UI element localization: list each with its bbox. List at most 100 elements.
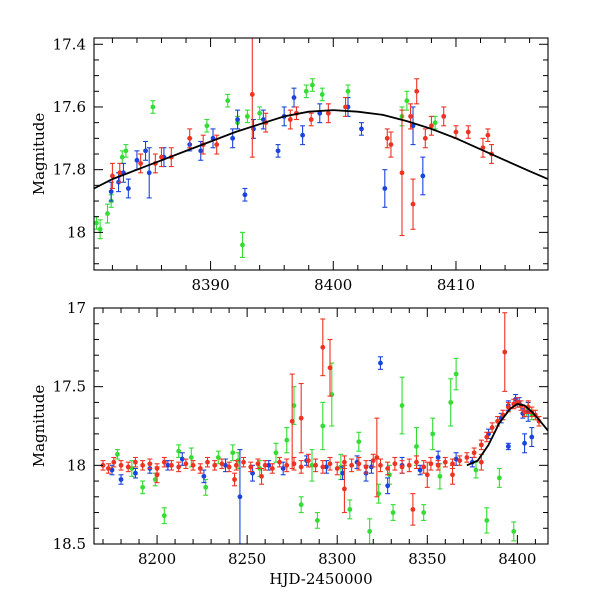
bottom-y-tick-label: 17.5 bbox=[53, 378, 86, 396]
bottom-green-point bbox=[298, 496, 304, 514]
bottom-blue-marker bbox=[505, 444, 511, 449]
bottom-red-point bbox=[413, 455, 419, 470]
bottom-red-point bbox=[370, 453, 376, 468]
top-panel-data-marks bbox=[94, 38, 548, 259]
bottom-y-tick-label: 17 bbox=[67, 299, 86, 317]
bottom-red-marker bbox=[140, 462, 146, 468]
top-red-marker bbox=[408, 113, 413, 119]
top-green-marker bbox=[204, 123, 210, 129]
bottom-panel-ticks: 8200 8250 8300 8350 8400 17 17.5 18 18.5 bbox=[53, 299, 548, 568]
bottom-blue-marker bbox=[179, 456, 185, 462]
bottom-green-point bbox=[430, 417, 436, 451]
top-blue-point bbox=[108, 181, 114, 202]
bottom-red-marker bbox=[241, 459, 246, 465]
top-red-marker bbox=[441, 113, 447, 119]
bottom-red-point bbox=[305, 453, 311, 468]
bottom-red-marker bbox=[421, 464, 427, 470]
bottom-red-marker bbox=[291, 461, 297, 467]
bottom-red-marker bbox=[450, 472, 455, 478]
top-blue-marker bbox=[198, 148, 204, 154]
bottom-red-marker bbox=[259, 473, 264, 479]
bottom-panel: 8200 8250 8300 8350 8400 17 17.5 18 18.5 Magnitu… bbox=[30, 299, 549, 588]
top-red-point bbox=[414, 78, 420, 105]
top-green-point bbox=[239, 231, 245, 259]
bottom-red-marker bbox=[219, 461, 225, 467]
bottom-red-marker bbox=[356, 461, 362, 467]
top-red-point bbox=[287, 109, 293, 130]
top-red-point bbox=[187, 128, 193, 149]
top-red-point bbox=[422, 128, 428, 149]
bottom-red-point bbox=[341, 464, 347, 514]
bottom-green-point bbox=[511, 521, 517, 542]
bottom-red-point bbox=[140, 460, 146, 471]
bottom-red-point bbox=[320, 460, 326, 474]
bottom-green-marker bbox=[320, 423, 326, 429]
top-red-marker bbox=[429, 123, 434, 129]
bottom-green-marker bbox=[140, 484, 146, 490]
top-red-marker bbox=[414, 88, 420, 94]
bottom-red-point bbox=[190, 460, 196, 471]
bottom-blue-marker bbox=[201, 473, 207, 479]
bottom-red-point bbox=[424, 461, 430, 488]
top-red-point bbox=[109, 162, 115, 190]
top-blue-point bbox=[358, 122, 364, 136]
bottom-red-marker bbox=[298, 415, 304, 421]
top-red-point bbox=[384, 128, 390, 149]
bottom-red-marker bbox=[457, 458, 463, 464]
bottom-red-marker bbox=[284, 462, 290, 468]
top-red-point bbox=[138, 153, 144, 174]
top-green-point bbox=[150, 100, 156, 114]
bottom-red-point bbox=[132, 456, 138, 468]
bottom-red-point bbox=[363, 460, 369, 474]
bottom-green-marker bbox=[203, 484, 209, 490]
bottom-red-point bbox=[183, 458, 189, 470]
top-green-marker bbox=[105, 211, 110, 216]
bottom-red-marker bbox=[502, 349, 508, 355]
bottom-green-marker bbox=[367, 529, 373, 534]
bottom-red-marker bbox=[269, 466, 275, 471]
top-red-point bbox=[388, 131, 394, 158]
bottom-panel-frame bbox=[93, 307, 549, 545]
bottom-red-marker bbox=[378, 462, 383, 468]
bottom-red-point bbox=[392, 456, 398, 471]
top-green-marker bbox=[150, 104, 156, 110]
top-green-point bbox=[244, 109, 250, 124]
bottom-red-marker bbox=[154, 472, 160, 478]
bottom-y-tick-label: 18 bbox=[67, 456, 86, 474]
top-green-point bbox=[257, 106, 263, 121]
bottom-red-marker bbox=[334, 466, 340, 471]
top-red-point bbox=[408, 103, 414, 130]
top-model-curve bbox=[94, 109, 548, 190]
top-red-marker bbox=[249, 92, 255, 97]
top-green-marker bbox=[123, 148, 129, 154]
top-blue-marker bbox=[420, 173, 426, 179]
bottom-green-point bbox=[273, 442, 279, 463]
bottom-red-point bbox=[219, 458, 225, 470]
top-green-point bbox=[104, 203, 110, 224]
bottom-red-marker bbox=[212, 462, 218, 468]
bottom-red-point bbox=[484, 431, 490, 443]
bottom-red-point bbox=[428, 456, 434, 471]
bottom-red-point bbox=[100, 460, 106, 471]
bottom-green-point bbox=[230, 444, 236, 462]
top-green-marker bbox=[310, 82, 315, 88]
bottom-red-point bbox=[105, 463, 111, 474]
top-red-marker bbox=[410, 201, 416, 207]
bottom-red-marker bbox=[100, 462, 106, 468]
bottom-red-point bbox=[147, 458, 153, 470]
bottom-green-point bbox=[161, 507, 167, 525]
bottom-red-point bbox=[233, 460, 239, 471]
bottom-red-marker bbox=[169, 462, 174, 468]
bottom-red-marker bbox=[305, 458, 311, 464]
top-red-marker bbox=[187, 135, 193, 141]
bottom-green-marker bbox=[399, 403, 405, 408]
bottom-red-marker bbox=[147, 461, 153, 467]
top-green-marker bbox=[257, 110, 263, 116]
bottom-panel-data-marks bbox=[100, 312, 548, 544]
bottom-blue-marker bbox=[435, 455, 441, 460]
bottom-red-point bbox=[259, 467, 265, 485]
top-blue-marker bbox=[317, 110, 323, 116]
bottom-green-marker bbox=[284, 437, 290, 443]
bottom-blue-marker bbox=[237, 494, 243, 500]
bottom-red-point bbox=[435, 460, 441, 471]
